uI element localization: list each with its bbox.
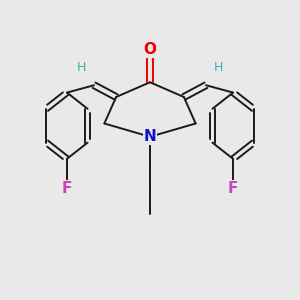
Text: O: O (143, 42, 157, 57)
Text: F: F (62, 181, 72, 196)
Text: H: H (214, 61, 223, 74)
Text: H: H (77, 61, 86, 74)
Text: N: N (144, 129, 156, 144)
Text: F: F (228, 181, 238, 196)
